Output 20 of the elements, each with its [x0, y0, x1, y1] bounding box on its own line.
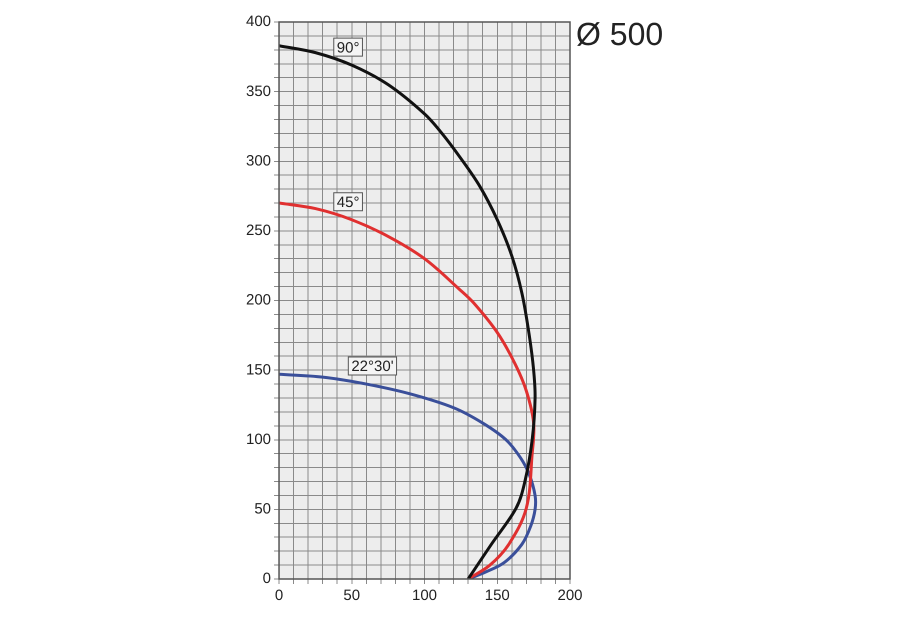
y-tick-label: 400 — [246, 13, 272, 30]
chart-title: Ø 500 — [576, 16, 664, 52]
y-tick-label: 150 — [246, 361, 272, 378]
y-tick-label: 200 — [246, 292, 272, 309]
x-tick-label: 150 — [484, 587, 510, 604]
y-tick-label: 0 — [262, 570, 272, 588]
y-tick-label: 50 — [254, 500, 272, 518]
series-label: 22°30' — [351, 358, 394, 376]
series-label: 45° — [336, 194, 360, 211]
y-tick-label: 350 — [246, 82, 272, 100]
x-tick-label: 50 — [343, 587, 360, 604]
series-label: 90° — [336, 39, 360, 56]
x-tick-label: 100 — [412, 587, 438, 604]
x-tick-label: 0 — [274, 587, 284, 604]
y-tick-label: 300 — [246, 152, 272, 170]
y-tick-label: 100 — [246, 430, 272, 448]
x-tick-label: 200 — [557, 587, 583, 604]
line-series — [279, 44, 537, 579]
y-tick-label: 250 — [246, 222, 272, 240]
line-series — [279, 372, 538, 579]
